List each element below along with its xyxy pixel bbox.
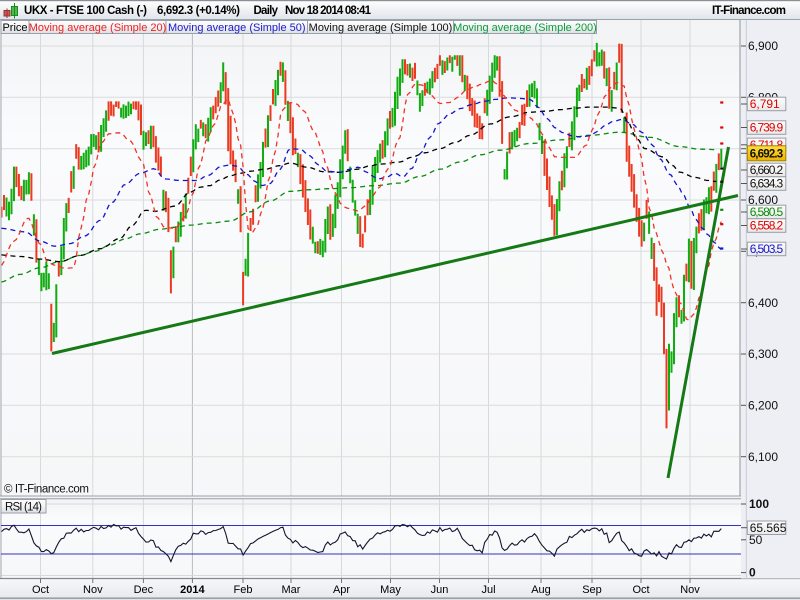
svg-text:Oct: Oct xyxy=(632,584,649,596)
svg-text:6,692.3 (+0.14%): 6,692.3 (+0.14%) xyxy=(157,5,240,17)
svg-text:50: 50 xyxy=(749,533,763,547)
svg-text:Moving average (Simple 20): Moving average (Simple 20) xyxy=(29,22,167,34)
svg-text:© IT-Finance.com: © IT-Finance.com xyxy=(4,484,89,496)
svg-text:6,100: 6,100 xyxy=(748,450,778,464)
svg-text:UKX - FTSE 100 Cash (-): UKX - FTSE 100 Cash (-) xyxy=(24,5,147,17)
svg-text:Aug: Aug xyxy=(531,584,551,596)
svg-text:Moving average (Simple 100): Moving average (Simple 100) xyxy=(309,22,453,34)
svg-text:Nov: Nov xyxy=(83,584,103,596)
svg-text:Dec: Dec xyxy=(134,584,154,596)
svg-text:Nov: Nov xyxy=(680,584,700,596)
svg-text:2014: 2014 xyxy=(180,584,205,596)
svg-text:6,400: 6,400 xyxy=(748,296,778,310)
svg-text:Price: Price xyxy=(2,22,27,34)
svg-text:6,791: 6,791 xyxy=(750,97,780,111)
svg-text:RSI (14): RSI (14) xyxy=(5,502,42,514)
svg-text:6,300: 6,300 xyxy=(748,347,778,361)
svg-text:6,600: 6,600 xyxy=(748,193,778,207)
svg-text:Mar: Mar xyxy=(282,584,301,596)
svg-text:Apr: Apr xyxy=(333,584,350,596)
svg-text:Jun: Jun xyxy=(431,584,449,596)
svg-text:Oct: Oct xyxy=(32,584,49,596)
svg-text:6,634.3: 6,634.3 xyxy=(750,177,784,191)
svg-text:Feb: Feb xyxy=(234,584,253,596)
svg-text:Nov 18 2014 08:41: Nov 18 2014 08:41 xyxy=(285,5,372,17)
svg-text:6,900: 6,900 xyxy=(748,39,778,53)
svg-text:0: 0 xyxy=(749,566,756,580)
svg-text:Daily: Daily xyxy=(254,5,279,17)
svg-text:6,692.3: 6,692.3 xyxy=(750,149,784,161)
svg-text:Jul: Jul xyxy=(481,584,495,596)
svg-text:6,580.5: 6,580.5 xyxy=(750,205,784,219)
svg-text:100: 100 xyxy=(749,497,769,511)
svg-text:Moving average (Simple 50): Moving average (Simple 50) xyxy=(168,22,306,34)
svg-text:6,558.2: 6,558.2 xyxy=(750,219,784,233)
svg-text:6,503.5: 6,503.5 xyxy=(750,242,784,256)
svg-text:Moving average (Simple 200): Moving average (Simple 200) xyxy=(453,22,597,34)
svg-text:6,660.2: 6,660.2 xyxy=(750,163,784,177)
svg-text:6,200: 6,200 xyxy=(748,399,778,413)
svg-text:6,739.9: 6,739.9 xyxy=(750,121,784,135)
svg-text:Sep: Sep xyxy=(582,584,602,596)
svg-text:65.565: 65.565 xyxy=(750,521,787,535)
svg-text:May: May xyxy=(380,584,401,596)
svg-text:IT-Finance.com: IT-Finance.com xyxy=(712,5,786,17)
